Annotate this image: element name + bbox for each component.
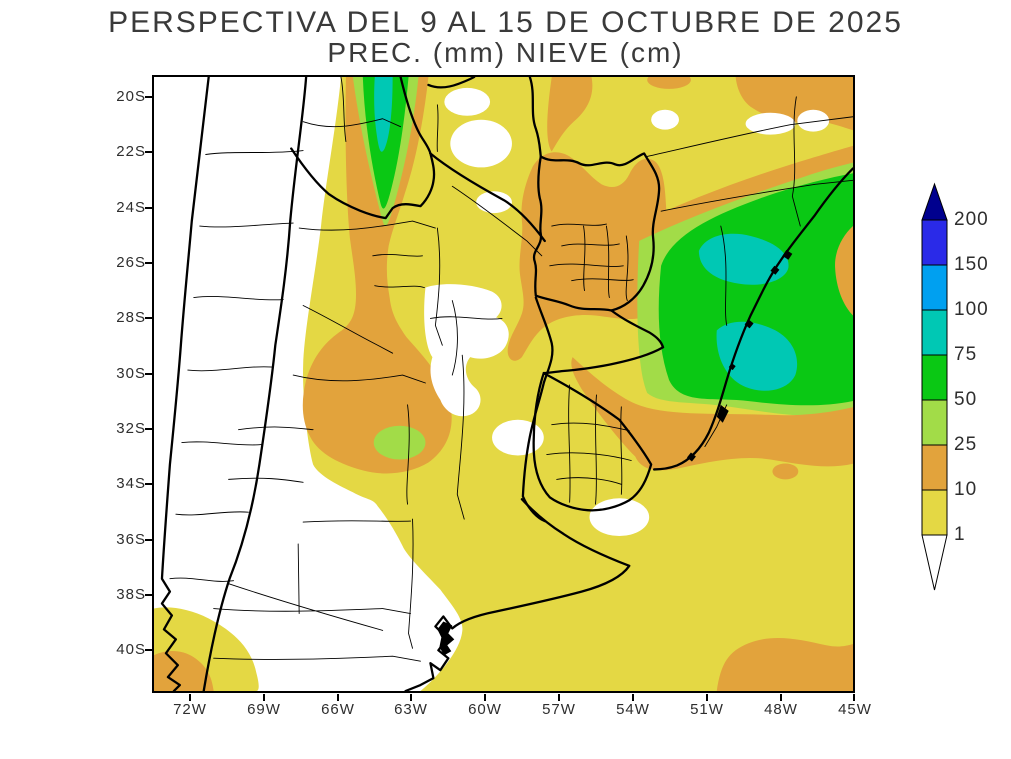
argentina-brazil-border [542, 309, 665, 375]
lon-label-69w: 69W [247, 701, 281, 718]
lon-label-66w: 66W [321, 701, 355, 718]
lon-label-45w: 45W [838, 701, 872, 718]
admin-borders-thin [169, 77, 853, 662]
lat-label-28s: 28S [116, 309, 146, 326]
legend-label-100: 100 [954, 299, 989, 320]
colorbar-cell-100-150 [921, 264, 948, 311]
lat-tick [145, 151, 152, 153]
lon-label-72w: 72W [173, 701, 207, 718]
colorbar-cell-25-50 [921, 399, 948, 446]
bolivia-argentina-border [290, 147, 436, 220]
chile-argentina-border [202, 77, 308, 691]
lat-tick [145, 483, 152, 485]
lat-label-26s: 26S [116, 254, 146, 271]
contour-white-pocket-7 [492, 419, 544, 456]
legend-label-150: 150 [954, 254, 989, 275]
contour-orange-top-spot [647, 77, 691, 89]
lat-tick [145, 96, 152, 98]
lat-label-36s: 36S [116, 531, 146, 548]
lon-tick [706, 694, 708, 701]
contour-white-pocket-2 [450, 119, 512, 168]
contour-white-pocket-8 [589, 498, 650, 537]
lon-label-48w: 48W [764, 701, 798, 718]
lat-tick [145, 373, 152, 375]
colorbar-arrow-top [921, 182, 948, 221]
lon-tick [558, 694, 560, 701]
legend-label-75: 75 [954, 344, 978, 365]
lon-tick [263, 694, 265, 701]
lon-tick [780, 694, 782, 701]
map-title: PERSPECTIVA DEL 9 AL 15 DE OCTUBRE DE 20… [108, 6, 903, 39]
map-plot-area [152, 75, 855, 693]
lat-label-32s: 32S [116, 420, 146, 437]
contour-white-pocket-1 [444, 87, 491, 116]
lon-label-57w: 57W [542, 701, 576, 718]
lon-tick [853, 694, 855, 701]
contour-white-pocket-3 [476, 191, 512, 214]
lat-tick [145, 539, 152, 541]
colorbar-cell-150-200 [921, 219, 948, 266]
bolivia-paraguay-border [399, 77, 476, 155]
lat-label-34s: 34S [116, 475, 146, 492]
paraguay-outline [532, 152, 661, 312]
lat-tick [145, 428, 152, 430]
map-subtitle: PREC. (mm) NIEVE (cm) [327, 37, 684, 68]
parana-river [521, 296, 554, 523]
contour-cyan-regions [374, 77, 798, 391]
legend-label-25: 25 [954, 434, 978, 455]
paraguay-department-borders [549, 223, 634, 301]
lat-tick [145, 262, 152, 264]
argentina-province-borders [213, 77, 543, 662]
lon-tick [189, 694, 191, 701]
lat-label-38s: 38S [116, 586, 146, 603]
atlantic-coastline-brazil [652, 167, 853, 471]
colorbar-cell-75-100 [921, 309, 948, 356]
lon-tick [632, 694, 634, 701]
lon-label-54w: 54W [616, 701, 650, 718]
lat-tick [145, 594, 152, 596]
contour-ltgreen-cordoba-spot [373, 425, 426, 460]
lat-tick [145, 207, 152, 209]
legend-label-10: 10 [954, 479, 978, 500]
lat-label-22s: 22S [116, 143, 146, 160]
legend-label-50: 50 [954, 389, 978, 410]
lon-tick [484, 694, 486, 701]
colorbar-cell-1-10 [921, 489, 948, 536]
colorbar-arrow-bottom [921, 534, 948, 591]
contour-orange-south-of-green [571, 226, 853, 471]
lat-tick [145, 649, 152, 651]
colorbar-cell-50-75 [921, 354, 948, 401]
lat-tick [145, 317, 152, 319]
precipitation-map-svg [154, 77, 853, 691]
lat-label-30s: 30S [116, 365, 146, 382]
lon-label-51w: 51W [690, 701, 724, 718]
lat-label-24s: 24S [116, 199, 146, 216]
pilcomayo-border [429, 152, 546, 243]
contour-white-pocket-6 [797, 109, 830, 132]
legend-label-200: 200 [954, 209, 989, 230]
rio-de-la-plata-and-buenosaires-coast [404, 498, 631, 691]
country-borders-thick [160, 77, 853, 691]
contour-white-pocket-5 [745, 112, 796, 135]
uruguay-department-borders [546, 384, 632, 505]
precipitation-colorbar: 200 150 100 75 50 25 10 1 [918, 180, 1008, 595]
lat-label-20s: 20S [116, 88, 146, 105]
chile-region-borders [169, 150, 304, 582]
colorbar-cell-10-25 [921, 444, 948, 491]
uruguay-outline [532, 371, 653, 512]
paraguay-river-north [528, 77, 542, 158]
contour-white-pocket-4 [651, 109, 679, 130]
pacific-coastline [160, 77, 210, 691]
lat-label-40s: 40S [116, 641, 146, 658]
lon-label-63w: 63W [394, 701, 428, 718]
brazil-state-borders [646, 96, 853, 448]
lon-tick [410, 694, 412, 701]
contour-orange-small-spot [772, 463, 799, 480]
legend-label-1: 1 [954, 524, 966, 545]
lon-tick [337, 694, 339, 701]
colorbar-svg [921, 182, 948, 591]
lon-label-60w: 60W [468, 701, 502, 718]
